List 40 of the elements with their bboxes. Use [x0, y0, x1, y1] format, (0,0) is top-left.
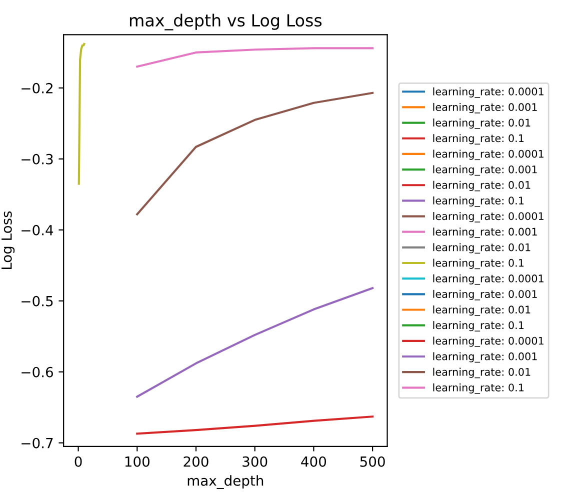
chart-title: max_depth vs Log Loss: [130, 14, 322, 30]
legend-label: learning_rate: 0.1: [433, 321, 524, 332]
line-series: [78, 42, 86, 185]
x-tick-label: 200: [184, 456, 208, 467]
legend-label: learning_rate: 0.1: [433, 383, 524, 394]
y-tick-label: −0.7: [22, 438, 53, 448]
y-tick-label: −0.5: [22, 296, 53, 306]
x-axis-title: max_depth: [188, 475, 264, 489]
legend-label: learning_rate: 0.0001: [433, 336, 544, 348]
legend-label: learning_rate: 0.01: [433, 305, 530, 316]
line-series: [136, 416, 374, 435]
legend-label: learning_rate: 0.01: [433, 243, 530, 254]
x-tick-label: 400: [301, 456, 326, 467]
legend-label: learning_rate: 0.001: [433, 228, 537, 238]
legend-label: learning_rate: 0.01: [433, 368, 530, 378]
y-tick-label: −0.3: [22, 154, 53, 164]
legend-label: learning_rate: 0.001: [433, 352, 537, 363]
y-tick-label: −0.2: [22, 82, 52, 94]
legend-label: learning_rate: 0.1: [433, 196, 524, 207]
legend-label: learning_rate: 0.0001: [433, 87, 544, 98]
legend-label: learning_rate: 0.0001: [433, 150, 544, 160]
legend-label: learning_rate: 0.001: [433, 165, 537, 176]
line-series: [136, 92, 374, 216]
legend-label: learning_rate: 0.001: [433, 290, 537, 300]
legend-label: learning_rate: 0.01: [433, 118, 530, 129]
y-tick-label: −0.6: [22, 366, 53, 378]
x-tick-label: 0: [74, 456, 82, 467]
y-axis-title: Log Loss: [2, 211, 15, 270]
x-tick-label: 500: [360, 456, 385, 467]
legend-label: learning_rate: 0.1: [433, 134, 524, 144]
line-series: [136, 287, 374, 398]
legend-label: learning_rate: 0.0001: [433, 212, 544, 222]
legend-label: learning_rate: 0.01: [433, 180, 530, 192]
legend-label: learning_rate: 0.0001: [433, 274, 544, 285]
y-tick-label: −0.4: [22, 224, 54, 236]
x-tick-label: 300: [242, 456, 268, 467]
x-tick-label: 100: [125, 456, 150, 467]
legend-label: learning_rate: 0.1: [433, 258, 524, 270]
legend-label: learning_rate: 0.001: [433, 102, 537, 114]
line-series: [136, 47, 374, 68]
